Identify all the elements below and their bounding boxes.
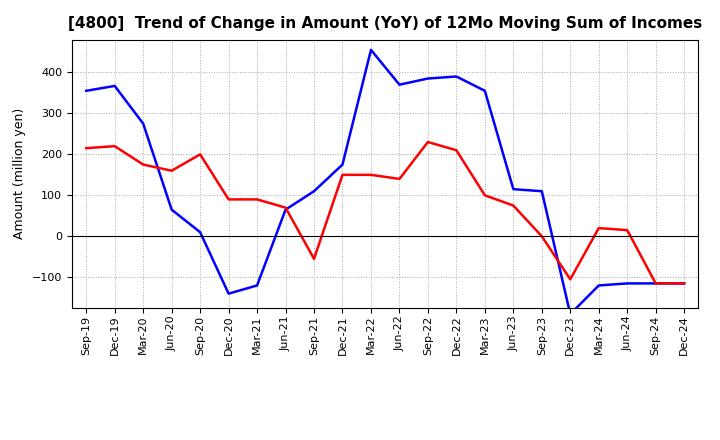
Ordinary Income bbox=[595, 283, 603, 288]
Ordinary Income bbox=[167, 207, 176, 212]
Net Income bbox=[139, 162, 148, 167]
Ordinary Income bbox=[366, 47, 375, 52]
Net Income bbox=[623, 227, 631, 233]
Ordinary Income bbox=[282, 207, 290, 212]
Ordinary Income bbox=[623, 281, 631, 286]
Ordinary Income bbox=[225, 291, 233, 296]
Ordinary Income bbox=[196, 230, 204, 235]
Net Income bbox=[338, 172, 347, 177]
Ordinary Income bbox=[310, 189, 318, 194]
Net Income bbox=[225, 197, 233, 202]
Ordinary Income bbox=[423, 76, 432, 81]
Ordinary Income bbox=[338, 162, 347, 167]
Net Income bbox=[395, 176, 404, 182]
Y-axis label: Amount (million yen): Amount (million yen) bbox=[14, 108, 27, 239]
Ordinary Income bbox=[395, 82, 404, 87]
Net Income bbox=[82, 146, 91, 151]
Ordinary Income bbox=[652, 281, 660, 286]
Net Income bbox=[537, 234, 546, 239]
Net Income bbox=[452, 147, 461, 153]
Ordinary Income bbox=[139, 121, 148, 126]
Line: Ordinary Income: Ordinary Income bbox=[86, 50, 684, 314]
Line: Net Income: Net Income bbox=[86, 142, 684, 283]
Net Income bbox=[423, 139, 432, 145]
Ordinary Income bbox=[537, 189, 546, 194]
Net Income bbox=[480, 193, 489, 198]
Ordinary Income bbox=[566, 312, 575, 317]
Ordinary Income bbox=[680, 281, 688, 286]
Net Income bbox=[196, 152, 204, 157]
Ordinary Income bbox=[110, 83, 119, 88]
Ordinary Income bbox=[82, 88, 91, 93]
Net Income bbox=[366, 172, 375, 177]
Net Income bbox=[595, 225, 603, 231]
Ordinary Income bbox=[253, 283, 261, 288]
Net Income bbox=[110, 143, 119, 149]
Net Income bbox=[282, 205, 290, 210]
Ordinary Income bbox=[509, 187, 518, 192]
Ordinary Income bbox=[480, 88, 489, 93]
Net Income bbox=[566, 277, 575, 282]
Ordinary Income bbox=[452, 74, 461, 79]
Net Income bbox=[310, 256, 318, 261]
Net Income bbox=[680, 281, 688, 286]
Net Income bbox=[652, 281, 660, 286]
Title: [4800]  Trend of Change in Amount (YoY) of 12Mo Moving Sum of Incomes: [4800] Trend of Change in Amount (YoY) o… bbox=[68, 16, 702, 32]
Net Income bbox=[253, 197, 261, 202]
Net Income bbox=[509, 203, 518, 208]
Net Income bbox=[167, 168, 176, 173]
